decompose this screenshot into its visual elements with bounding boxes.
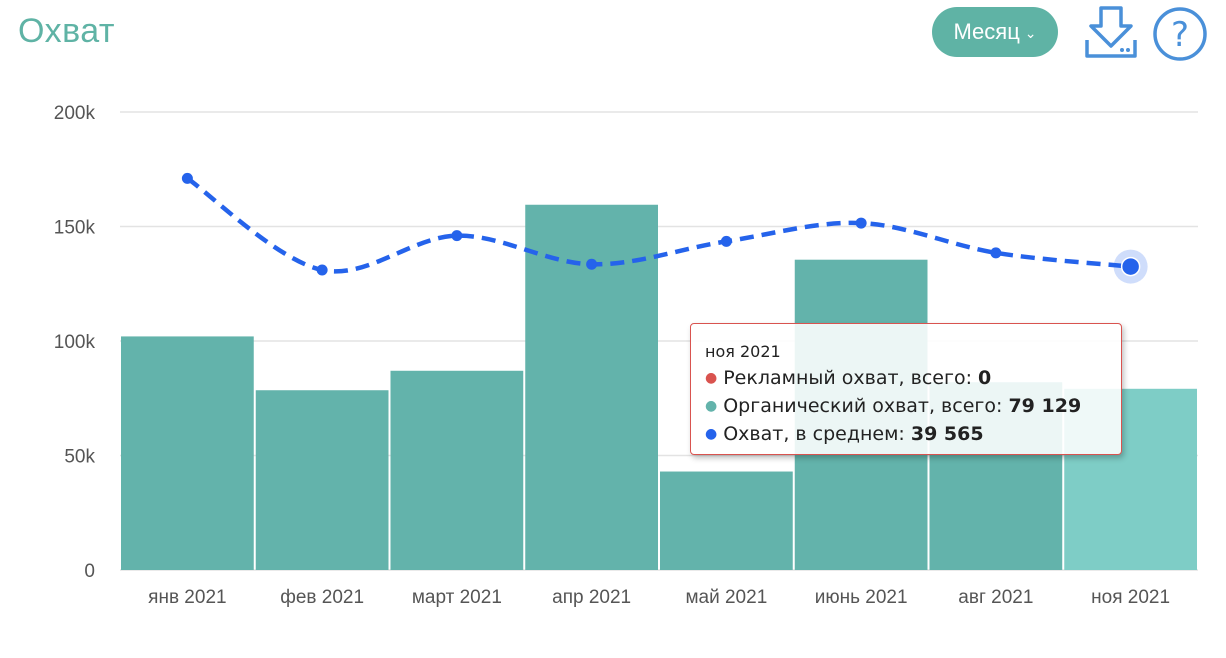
help-icon: ? — [1153, 7, 1207, 61]
download-icon — [1085, 6, 1137, 58]
y-tick-label: 50k — [64, 447, 95, 468]
line-point[interactable] — [181, 172, 193, 184]
line-point[interactable] — [855, 217, 867, 229]
tooltip-row-ad: ● Рекламный охват, всего: 0 — [705, 365, 1107, 393]
help-button[interactable]: ? — [1152, 6, 1208, 62]
x-tick-label: апр 2021 — [552, 587, 631, 608]
tooltip-row-value: 0 — [978, 367, 992, 389]
line-point[interactable] — [1120, 256, 1141, 277]
line-point[interactable] — [451, 230, 463, 242]
tooltip-row-organic: ● Органический охват, всего: 79 129 — [705, 393, 1107, 421]
x-tick-label: авг 2021 — [958, 587, 1033, 608]
chart-tooltip: ноя 2021 ● Рекламный охват, всего: 0 ● Орг… — [690, 323, 1122, 455]
average-dot-icon: ● — [705, 426, 718, 442]
organic-dot-icon: ● — [705, 398, 718, 414]
line-point[interactable] — [586, 258, 598, 270]
tooltip-row-label: Рекламный охват, всего: — [723, 367, 979, 389]
x-tick-label: янв 2021 — [148, 587, 226, 608]
download-button[interactable] — [1083, 6, 1139, 60]
bar[interactable] — [121, 336, 254, 570]
bar[interactable] — [255, 390, 389, 570]
ad-dot-icon: ● — [705, 370, 718, 386]
y-tick-label: 0 — [84, 561, 95, 582]
svg-text:?: ? — [1171, 15, 1189, 55]
page-title: Охват — [18, 12, 115, 50]
tooltip-row-label: Органический охват, всего: — [723, 395, 1009, 417]
line-point[interactable] — [990, 247, 1002, 259]
y-tick-label: 150k — [54, 218, 96, 239]
bar[interactable] — [660, 471, 793, 570]
y-tick-label: 100k — [54, 332, 96, 353]
x-tick-label: ноя 2021 — [1091, 587, 1170, 608]
tooltip-row-value: 39 565 — [910, 423, 984, 445]
average-line — [186, 176, 1131, 274]
period-select-label: Месяц — [953, 19, 1020, 44]
chevron-down-icon: ⌄ — [1024, 24, 1037, 41]
x-tick-label: март 2021 — [412, 587, 502, 608]
x-tick-label: июнь 2021 — [815, 587, 908, 608]
line-point[interactable] — [316, 264, 328, 276]
x-tick-label: фев 2021 — [280, 587, 364, 608]
line-point[interactable] — [720, 235, 732, 247]
tooltip-row-average: ● Охват, в среднем: 39 565 — [705, 421, 1107, 449]
period-select-button[interactable]: Месяц ⌄ — [932, 7, 1058, 57]
tooltip-row-label: Охват, в среднем: — [723, 423, 911, 445]
x-tick-label: май 2021 — [685, 587, 767, 608]
bar[interactable] — [390, 370, 524, 570]
y-tick-label: 200k — [54, 103, 96, 124]
tooltip-row-value: 79 129 — [1008, 395, 1082, 417]
tooltip-header: ноя 2021 — [705, 342, 781, 361]
